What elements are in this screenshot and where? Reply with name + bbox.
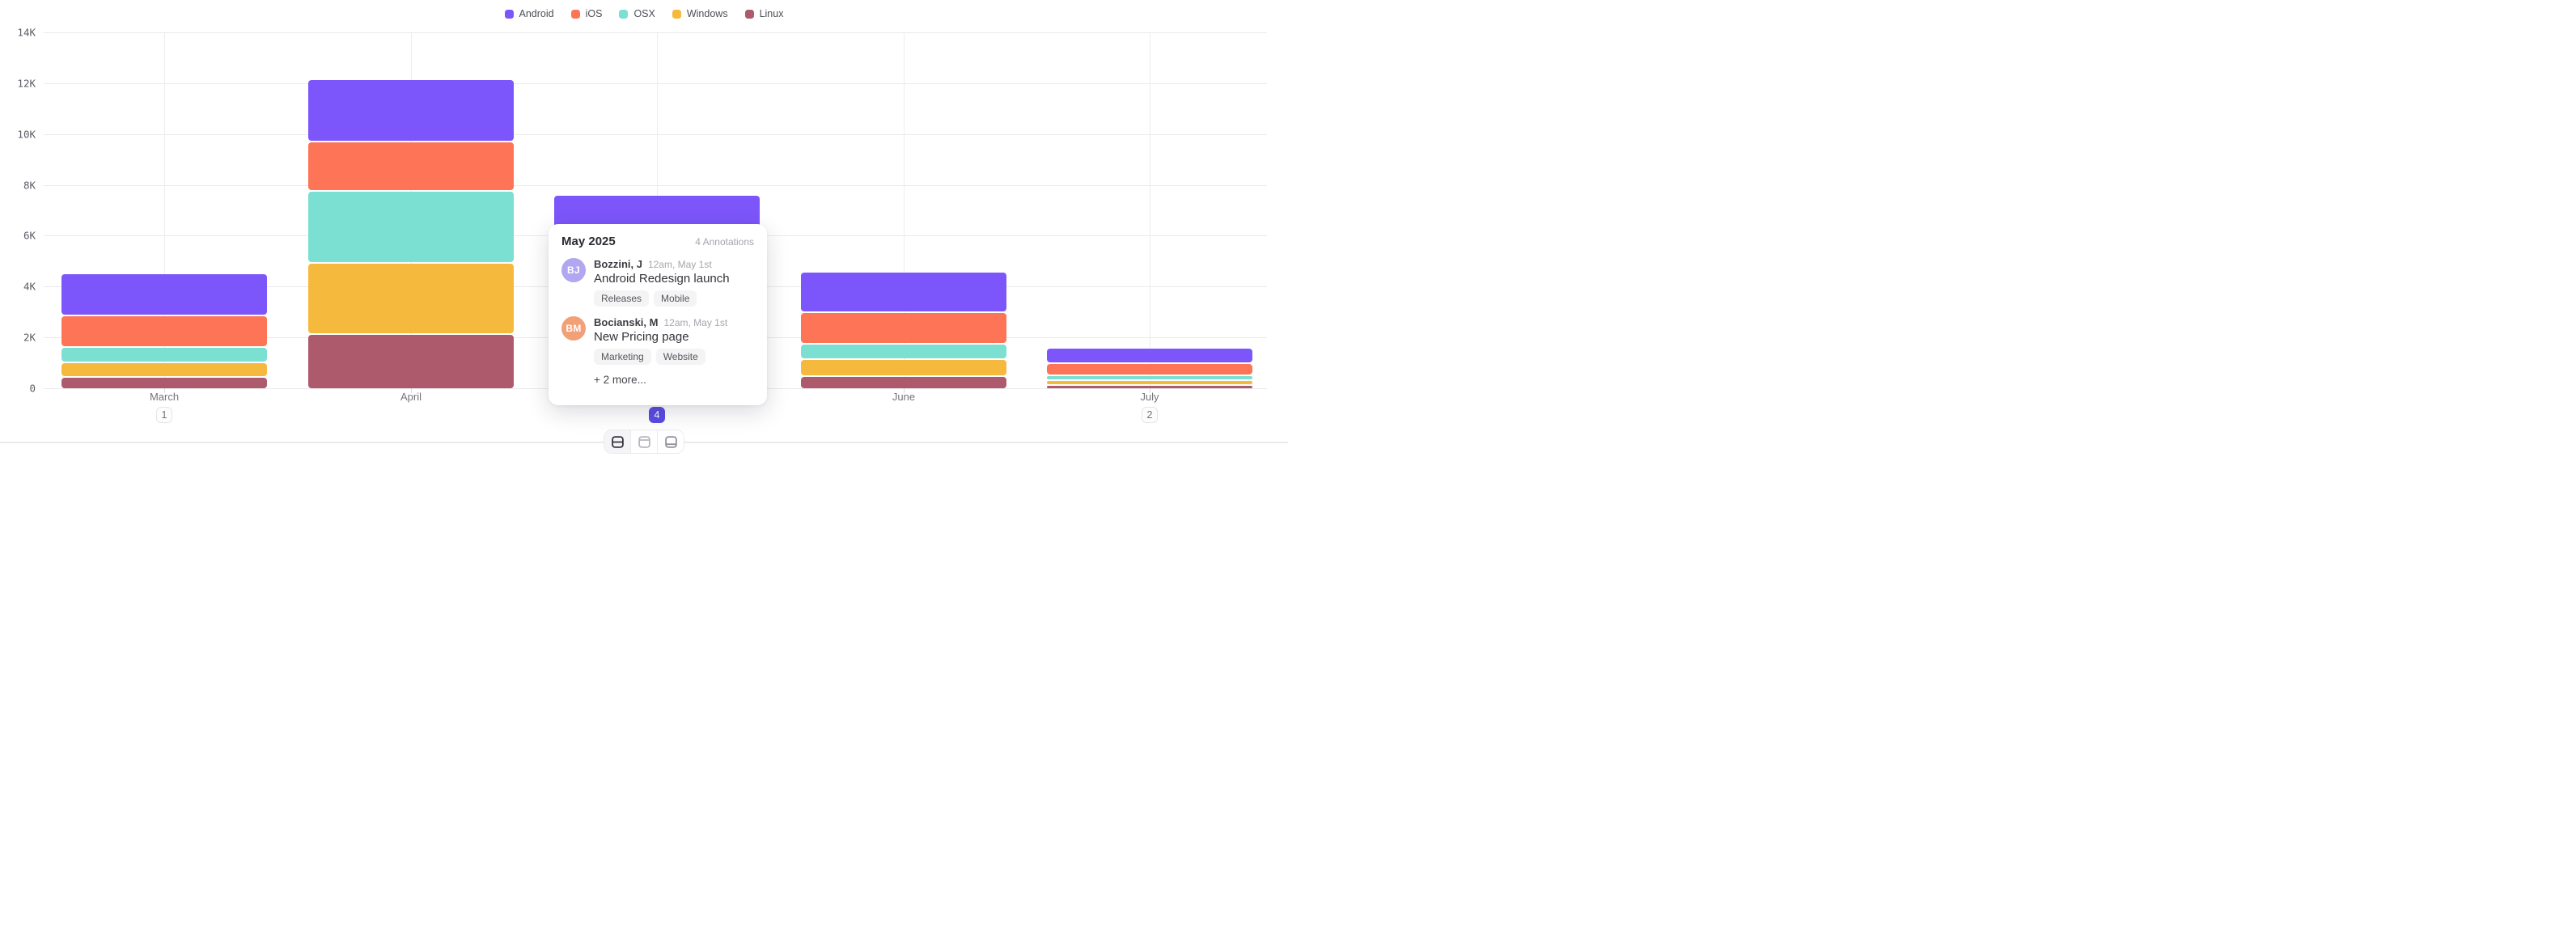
bar-segment-windows-june[interactable] [801, 360, 1006, 375]
y-axis-tick-label: 6K [23, 229, 36, 242]
y-axis-tick-label: 14K [17, 26, 36, 39]
bar-segment-osx-july[interactable] [1047, 375, 1252, 379]
bar-segment-windows-march[interactable] [61, 362, 267, 377]
annotation-timestamp: 12am, May 1st [647, 259, 712, 270]
y-axis-tick-label: 8K [23, 179, 36, 191]
legend: Android iOS OSX Windows Linux [0, 8, 1288, 19]
annotation-tag: Mobile [654, 290, 697, 307]
legend-item-osx[interactable]: OSX [619, 8, 655, 19]
legend-item-linux[interactable]: Linux [744, 8, 784, 19]
annotation-tag: Website [655, 349, 705, 365]
bar-segment-android-june[interactable] [801, 272, 1006, 311]
legend-label: Windows [686, 8, 728, 19]
x-axis-label-june: June [892, 391, 916, 403]
bar-segment-osx-april[interactable] [308, 191, 514, 263]
x-axis-tick [904, 387, 905, 393]
legend-swatch-icon [570, 9, 580, 19]
layout-line-bottom-icon [664, 435, 677, 448]
bar-segment-linux-april[interactable] [308, 335, 514, 388]
legend-swatch-icon [504, 9, 514, 19]
annotation-author: Bozzini, J [594, 258, 642, 270]
stacked-bar-annotation-chart: Android iOS OSX Windows Linux May 2025 4 Ann… [0, 0, 1288, 474]
show-more-annotations-link[interactable]: + 2 more... [594, 374, 646, 386]
bar-segment-linux-june[interactable] [801, 376, 1006, 388]
legend-swatch-icon [744, 9, 754, 19]
legend-label: iOS [585, 8, 603, 19]
bar-segment-android-july[interactable] [1047, 349, 1252, 362]
bar-segment-osx-june[interactable] [801, 344, 1006, 359]
annotation-popover: May 2025 4 Annotations BJ Bozzini, J 12a… [549, 224, 767, 405]
bar-march [61, 273, 267, 388]
annotation-tag: Marketing [594, 349, 651, 365]
gridline-horizontal [44, 133, 1267, 135]
bar-april [308, 79, 514, 388]
y-axis-tick-label: 2K [23, 331, 36, 344]
x-axis-label-july: July [1140, 391, 1159, 403]
bar-segment-linux-march[interactable] [61, 378, 267, 388]
bar-july [1047, 349, 1252, 388]
layout-split-middle-icon [611, 435, 624, 448]
bar-segment-ios-march[interactable] [61, 315, 267, 346]
avatar: BJ [561, 258, 586, 282]
gridline-horizontal [44, 32, 1267, 34]
bar-segment-android-march[interactable] [61, 273, 267, 315]
legend-label: OSX [633, 8, 655, 19]
annotation-count-badge-may[interactable]: 4 [649, 407, 665, 423]
bar-june [801, 272, 1006, 388]
legend-item-ios[interactable]: iOS [570, 8, 603, 19]
legend-item-windows[interactable]: Windows [672, 8, 728, 19]
bar-segment-ios-july[interactable] [1047, 363, 1252, 375]
bar-segment-ios-april[interactable] [308, 142, 514, 190]
annotation-text: New Pricing page [594, 330, 689, 344]
layout-line-top-icon [638, 435, 650, 448]
y-axis-tick-label: 0 [29, 382, 36, 394]
legend-label: Linux [759, 8, 784, 19]
gridline-horizontal [44, 184, 1267, 186]
y-axis-tick-label: 10K [17, 128, 36, 141]
x-axis-label-march: March [149, 391, 180, 403]
bar-segment-windows-april[interactable] [308, 264, 514, 334]
bar-segment-windows-july[interactable] [1047, 380, 1252, 385]
legend-item-android[interactable]: Android [504, 8, 554, 19]
popover-title: May 2025 [561, 235, 616, 248]
bar-segment-osx-march[interactable] [61, 347, 267, 362]
y-axis-tick-label: 4K [23, 280, 36, 293]
gridline-horizontal [44, 83, 1267, 84]
layout-split-middle-button[interactable] [604, 430, 631, 453]
annotation-author: Bocianski, M [594, 316, 659, 328]
avatar: BM [561, 316, 586, 341]
x-axis-tick [411, 387, 412, 393]
legend-swatch-icon [619, 9, 629, 19]
bar-segment-ios-june[interactable] [801, 312, 1006, 343]
annotation-item: BJ Bozzini, J 12am, May 1st Android Rede… [561, 258, 754, 307]
x-axis-label-april: April [400, 391, 422, 403]
bar-segment-linux-july[interactable] [1047, 386, 1252, 388]
legend-label: Android [519, 8, 554, 19]
annotation-count-label: 4 Annotations [695, 236, 754, 248]
y-axis-tick-label: 12K [17, 77, 36, 90]
layout-segmented-control [604, 430, 684, 454]
annotation-timestamp: 12am, May 1st [663, 317, 728, 328]
gridline-vertical [164, 32, 165, 388]
layout-line-bottom-button[interactable] [658, 430, 684, 453]
gridline-vertical [904, 32, 905, 388]
annotation-tag: Releases [594, 290, 650, 307]
bar-segment-android-april[interactable] [308, 79, 514, 141]
annotation-item: BM Bocianski, M 12am, May 1st New Pricin… [561, 316, 754, 365]
x-axis-tick [164, 387, 165, 393]
popover-header: May 2025 4 Annotations [561, 235, 754, 248]
layout-line-top-button[interactable] [631, 430, 658, 453]
legend-swatch-icon [672, 9, 681, 19]
annotation-count-badge-july[interactable]: 2 [1142, 407, 1158, 423]
annotation-text: Android Redesign launch [594, 272, 730, 286]
annotation-count-badge-march[interactable]: 1 [156, 407, 172, 423]
